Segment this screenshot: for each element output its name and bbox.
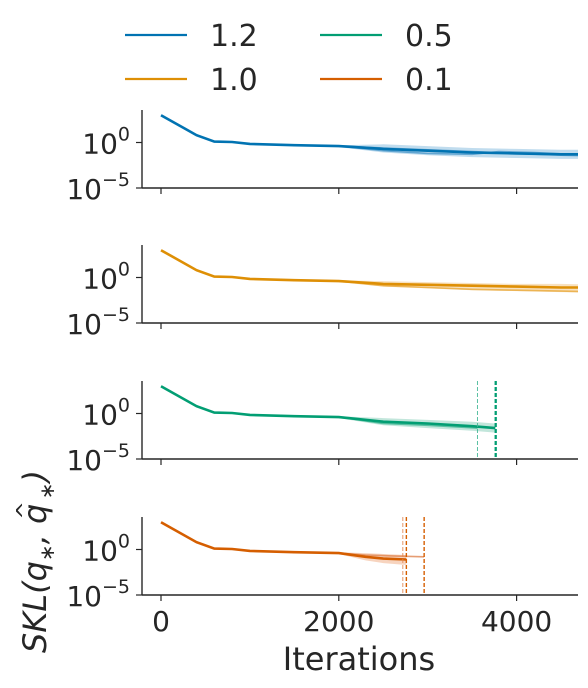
y-tick-label: 100 xyxy=(82,124,130,161)
panel-1-2: 100 10−5 xyxy=(66,110,578,206)
confidence-band xyxy=(161,386,496,433)
mean-line xyxy=(160,114,578,156)
mean-line xyxy=(160,385,496,430)
mean-line xyxy=(160,249,578,289)
mean-line xyxy=(160,521,407,561)
y-tick-label: 10−5 xyxy=(66,304,130,341)
run-line xyxy=(338,280,578,293)
plot-area xyxy=(160,114,578,159)
legend-label: 1.0 xyxy=(210,63,258,98)
x-tick-label: 2000 xyxy=(303,605,374,638)
legend-label: 0.5 xyxy=(405,19,453,54)
y-tick-label: 10−5 xyxy=(66,576,130,613)
x-tick-label: 0 xyxy=(152,605,170,638)
legend-label: 1.2 xyxy=(210,19,258,54)
plot-area xyxy=(160,517,425,595)
y-tick-label: 100 xyxy=(82,259,130,296)
legend-label: 0.1 xyxy=(405,63,453,98)
y-axis-label: SKL(q∗, q^∗) xyxy=(13,470,59,653)
confidence-band xyxy=(161,115,578,159)
plot-area xyxy=(160,249,578,293)
y-tick-label: 100 xyxy=(82,531,130,568)
x-tick-label: 4000 xyxy=(481,605,552,638)
legend-entry-1-0: 1.0 xyxy=(125,63,258,98)
confidence-band xyxy=(161,250,578,293)
panels: 10010−510010−510010−510010−5020004000600… xyxy=(66,110,578,638)
panel-1-0: 100 10−5 xyxy=(66,245,578,341)
legend-entry-1-2: 1.2 xyxy=(125,19,258,54)
x-axis-label: Iterations xyxy=(283,640,435,678)
legend-entry-0-1: 0.1 xyxy=(320,63,453,98)
y-tick-label: 10−5 xyxy=(66,440,130,477)
legend: 1.2 1.0 0.5 0.1 xyxy=(125,19,453,98)
plot-area xyxy=(160,381,497,459)
panel-0-5: 100 10−5 xyxy=(66,381,578,477)
y-tick-label: 100 xyxy=(82,395,130,432)
y-tick-label: 10−5 xyxy=(66,169,130,206)
legend-entry-0-5: 0.5 xyxy=(320,19,453,54)
